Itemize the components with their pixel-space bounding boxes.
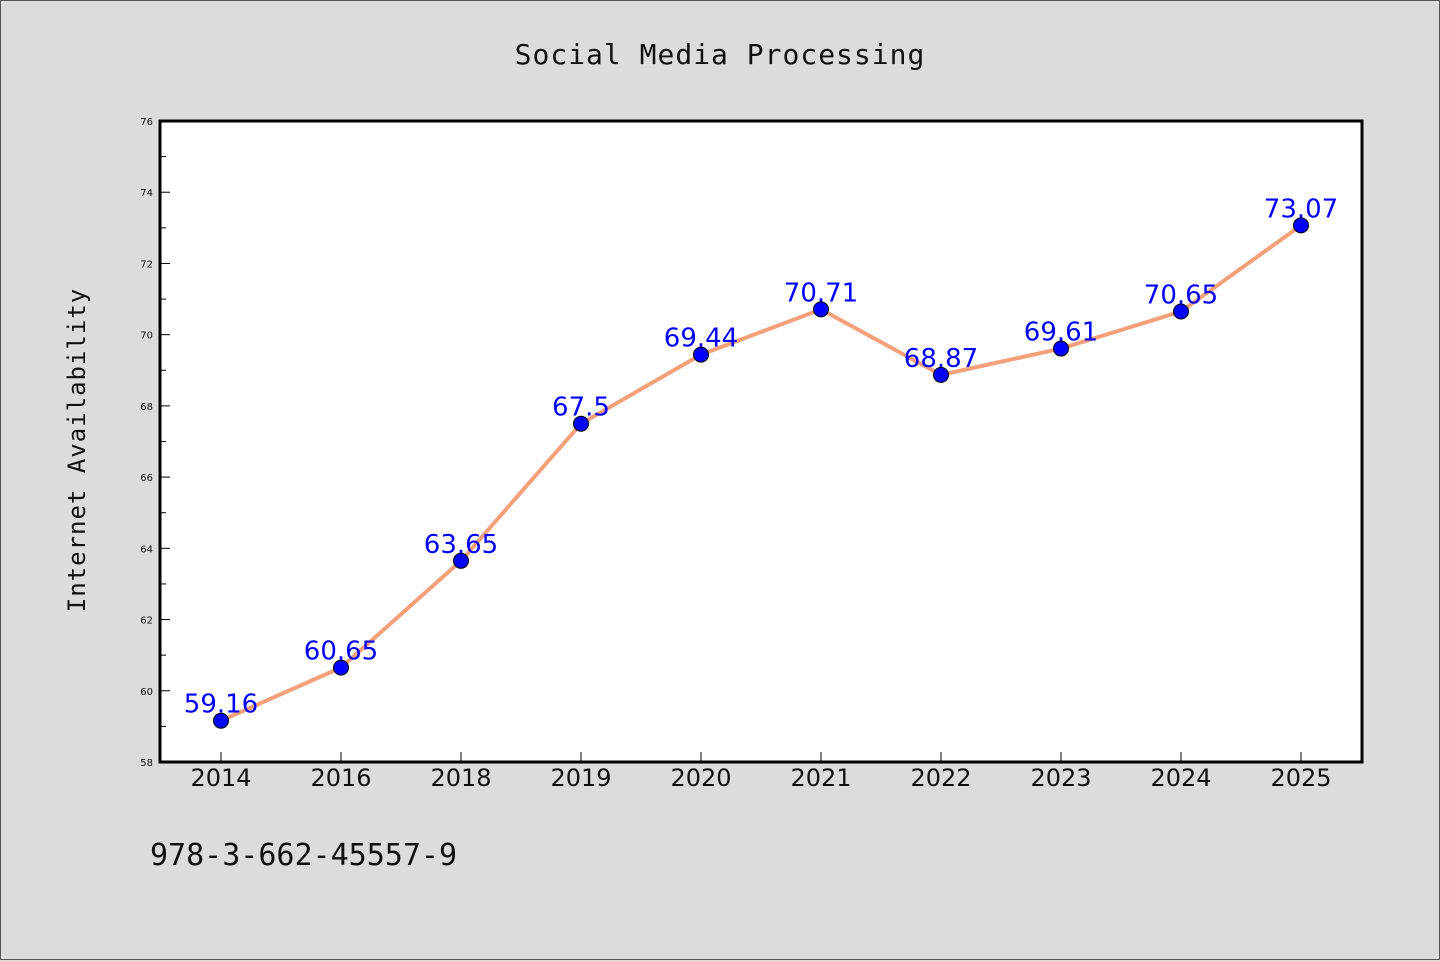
- data-label: 70.71: [784, 278, 858, 308]
- data-label: 68.87: [904, 344, 978, 374]
- data-label: 73.07: [1264, 194, 1338, 224]
- footer-code: 978-3-662-45557-9: [150, 838, 457, 873]
- data-point: [213, 712, 229, 729]
- data-point: [1053, 340, 1069, 357]
- y-tick-label: 76: [140, 117, 153, 128]
- y-tick-label: 64: [140, 544, 153, 555]
- x-tick-label: 2014: [190, 764, 251, 792]
- data-label: 69.61: [1024, 318, 1098, 348]
- y-tick-label: 62: [140, 616, 153, 627]
- x-tick-label: 2016: [310, 764, 371, 792]
- x-tick-label: 2023: [1030, 764, 1091, 792]
- x-tick-label: 2018: [430, 764, 491, 792]
- data-point: [693, 346, 709, 363]
- data-point: [573, 415, 589, 432]
- data-point: [453, 552, 469, 569]
- x-axis: 2014 2016 2018 2019 2020 2021 2022 2023 2024 2025: [190, 752, 1332, 792]
- data-label: 60.65: [304, 637, 378, 667]
- y-tick-label: 60: [140, 687, 153, 698]
- data-label: 59.16: [184, 690, 258, 720]
- y-tick-label: 72: [140, 259, 153, 270]
- y-axis-label: Internet Availability: [63, 288, 91, 612]
- x-tick-label: 2022: [910, 764, 971, 792]
- y-tick-label: 58: [140, 758, 153, 769]
- data-point: [1173, 303, 1189, 320]
- y-tick-label: 74: [140, 188, 153, 199]
- y-tick-label: 66: [140, 473, 153, 484]
- data-point: [333, 659, 349, 676]
- data-label: 67.5: [552, 393, 610, 423]
- x-tick-label: 2024: [1150, 764, 1211, 792]
- data-point: [933, 366, 949, 383]
- data-label: 63.65: [424, 530, 498, 560]
- series-line: [220, 223, 1303, 723]
- y-tick-label: 70: [140, 331, 153, 342]
- plot-area: [158, 119, 1364, 764]
- y-axis: 58 60 62 64 66 68 70 72 74 76: [140, 117, 170, 769]
- y-tick-label: 68: [140, 402, 153, 413]
- x-tick-label: 2019: [550, 764, 611, 792]
- data-label: 69.44: [664, 324, 738, 354]
- x-tick-label: 2021: [790, 764, 851, 792]
- data-point: [813, 301, 829, 318]
- chart-title: Social Media Processing: [515, 38, 926, 71]
- x-tick-label: 2025: [1270, 764, 1331, 792]
- data-label: 70.65: [1144, 281, 1218, 311]
- x-tick-label: 2020: [670, 764, 731, 792]
- series-layer: 59.16 60.65 63.65 67.5 69.44 70.71 68.87 69.61 7…: [184, 194, 1338, 729]
- data-point: [1293, 217, 1309, 234]
